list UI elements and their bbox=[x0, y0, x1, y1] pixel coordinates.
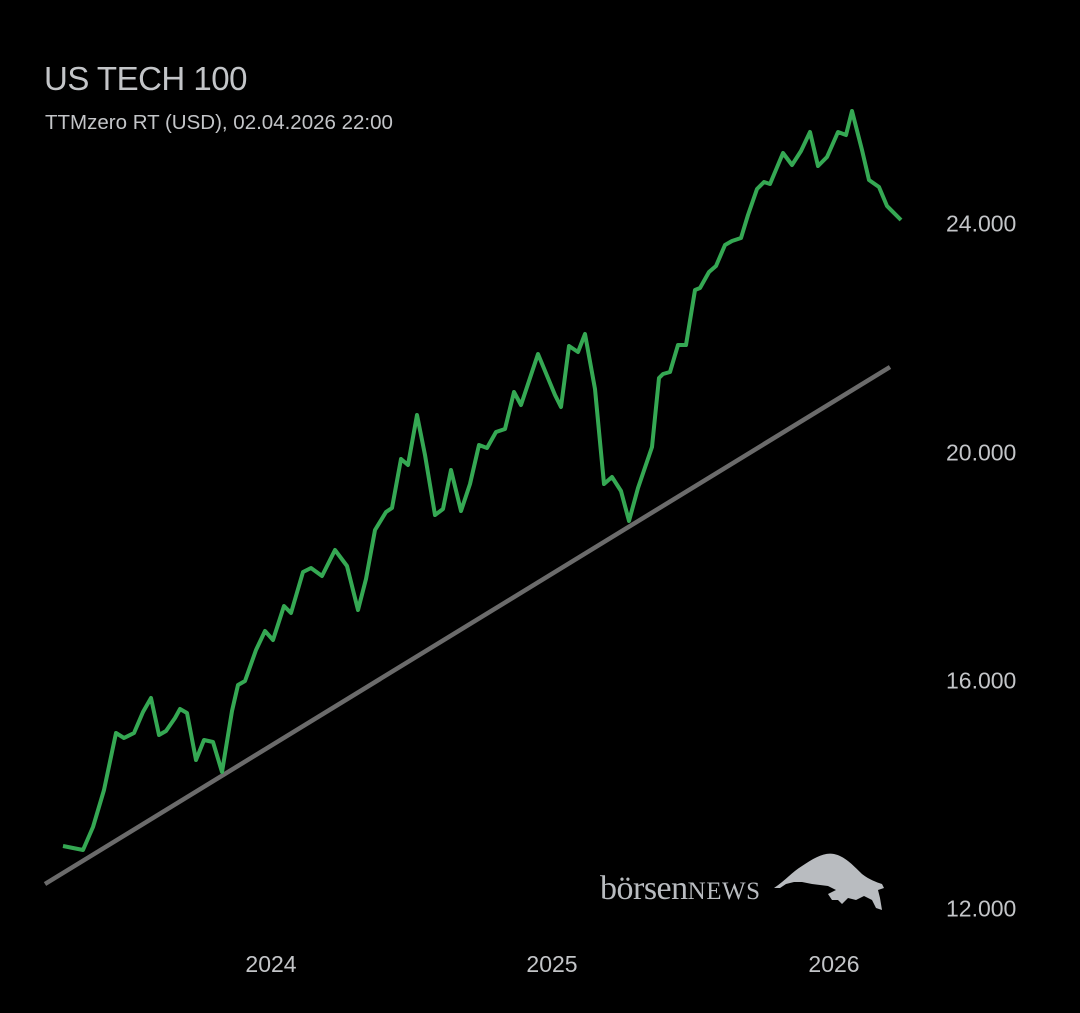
y-axis-label-16000: 16.000 bbox=[946, 667, 1017, 694]
logo-text-lower: börsen bbox=[600, 870, 688, 907]
logo-text-upper: NEWS bbox=[687, 878, 761, 905]
boersennews-logo: börsenNEWS bbox=[600, 850, 890, 920]
x-axis-label-2025: 2025 bbox=[526, 951, 578, 977]
chart-title: US TECH 100 bbox=[44, 60, 247, 97]
logo-wordmark: börsenNEWS bbox=[600, 870, 760, 908]
price-line bbox=[62, 109, 903, 852]
y-axis-label-20000: 20.000 bbox=[946, 439, 1017, 466]
chart-subtitle: TTMzero RT (USD), 02.04.2026 22:00 bbox=[45, 111, 393, 134]
x-axis-label-2024: 2024 bbox=[245, 951, 297, 977]
x-axis-label-2026: 2026 bbox=[808, 951, 860, 977]
y-axis-label-24000: 24.000 bbox=[946, 210, 1017, 237]
y-axis-label-12000: 12.000 bbox=[946, 895, 1017, 922]
bull-icon bbox=[774, 853, 884, 910]
trend-line bbox=[43, 365, 892, 886]
